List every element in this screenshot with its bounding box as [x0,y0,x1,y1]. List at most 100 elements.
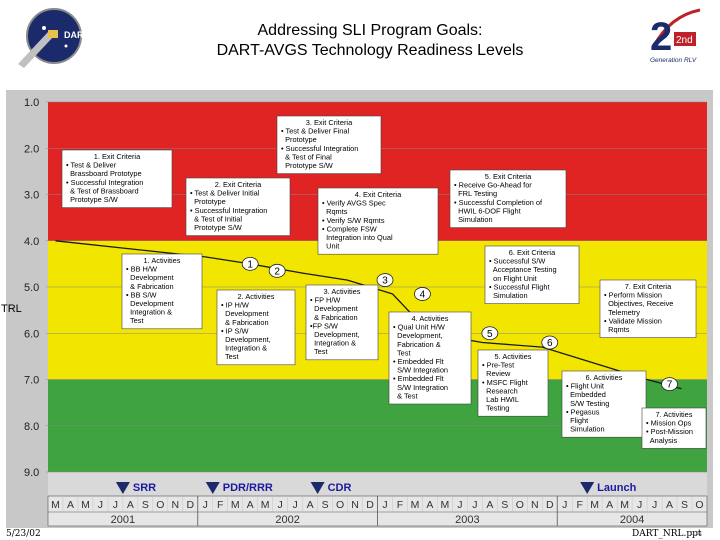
month-label: D [546,499,554,511]
annotation-box [61,149,173,208]
annotation-line: • Pegasus [566,407,600,416]
month-label: M [590,499,599,511]
milestone-label: PDR/RRR [223,482,273,494]
month-label: F [217,499,223,511]
annotation-line: S/W Integration [393,366,448,375]
month-label: O [336,499,344,511]
month-label: A [247,499,254,511]
annotation-line: 6. Exit Criteria [509,248,556,257]
annotation-line: Brassboard Prototype [66,169,142,178]
annotation-line: • Successful Flight [489,282,550,291]
y-tick-label: 8.0 [24,421,39,433]
month-label: A [67,499,74,511]
month-label: M [81,499,90,511]
month-label: A [486,499,493,511]
annotation-line: • Post-Mission [646,427,693,436]
month-label: A [426,499,433,511]
annotation-line: Objectives, Receive [604,299,673,308]
annotation-line: Testing [482,404,509,413]
annotation-line: • Successful Integration [190,206,267,215]
annotation-line: Telemetry [604,308,640,317]
sli-logo-subtext: Generation RLV [650,57,697,64]
annotation-line: Development [126,273,174,282]
annotation-box [484,245,580,304]
annotation-line: Simulation [454,215,493,224]
month-label: J [562,499,567,511]
annotation-line: 4. Activities [412,314,449,323]
month-label: J [472,499,477,511]
annotation-line: Test [126,316,144,325]
month-label: J [293,499,298,511]
month-label: M [620,499,629,511]
annotation-line: Fabrication & [393,340,441,349]
svg-text:2: 2 [650,15,672,59]
y-tick-label: 7.0 [24,375,39,387]
month-label: O [156,499,164,511]
annotation-line: Development, [221,335,271,344]
year-label: 2002 [275,514,299,526]
annotation-line: Lab HWIL [482,395,519,404]
month-label: D [186,499,194,511]
annotation-line: & Fabrication [126,282,174,291]
annotation-line: Prototype [281,135,317,144]
annotation-line: & Fabrication [310,313,358,322]
annotation-line: • MSFC Flight [482,378,528,387]
annotation-line: & Fabrication [221,318,269,327]
milestone-marker [580,482,595,494]
month-label: J [203,499,208,511]
sli-logo: 2 2nd Generation RLV [640,6,712,68]
annotation-line: • Flight Unit [566,382,604,391]
y-tick-label: 3.0 [24,190,39,202]
annotation-line: • Perform Mission [604,291,662,300]
annotation-line: & Test of Brassboard [66,186,139,195]
annotation-box [305,284,379,361]
annotation-line: • Embedded Flt [393,357,444,366]
footer-filename: DART_NRL.ppt [632,529,702,539]
annotation-line: 2. Activities [238,292,275,301]
dart-logo: DART [8,6,100,74]
annotation-box [599,279,697,338]
annotation-line: S/W Testing [566,399,609,408]
annotation-line: 6. Activities [586,373,623,382]
milestone-label: CDR [328,482,352,494]
annotation-line: • Test & Deliver [66,161,117,170]
annotation-line: Development [310,304,358,313]
annotation-line: 7. Activities [656,410,693,419]
annotation-line: Acceptance Testing [489,265,557,274]
annotation-line: Prototype S/W [281,161,333,170]
annotation-line: • FP H/W [310,296,340,305]
annotation-line: Embedded [566,390,606,399]
annotation-line: • Receive Go-Ahead for [454,181,532,190]
milestone-marker [205,482,220,494]
annotation-line: Integration & [126,308,172,317]
footer-page-ref: 11.01 [690,531,703,537]
annotation-line: Integration into Qual [322,233,393,242]
annotation-line: Test [393,348,411,357]
y-tick-label: 1.0 [24,97,39,109]
month-label: D [366,499,374,511]
year-label: 2001 [111,514,135,526]
month-label: J [382,499,387,511]
month-label: J [457,499,462,511]
annotation-box [561,370,647,438]
annotation-line: Review [482,369,511,378]
month-label: A [606,499,613,511]
annotation-box [216,289,296,366]
month-label: J [113,499,118,511]
month-label: A [127,499,134,511]
dart-logo-text: DART [64,30,89,40]
annotation-line: • Successful Completion of [454,198,543,207]
annotation-line: • Verify S/W Rqmts [322,216,385,225]
annotation-line: 3. Activities [324,287,361,296]
month-label: M [51,499,60,511]
annotation-line: & Test of Initial [190,214,242,223]
milestone-marker [115,482,130,494]
month-label: M [441,499,450,511]
annotation-line: •FP S/W [310,321,338,330]
month-label: S [142,499,149,511]
annotation-line: • Successful S/W [489,257,545,266]
annotation-line: • Test & Deliver Final [281,127,350,136]
annotation-line: Analysis [646,436,678,445]
annotation-line: • Complete FSW [322,224,377,233]
